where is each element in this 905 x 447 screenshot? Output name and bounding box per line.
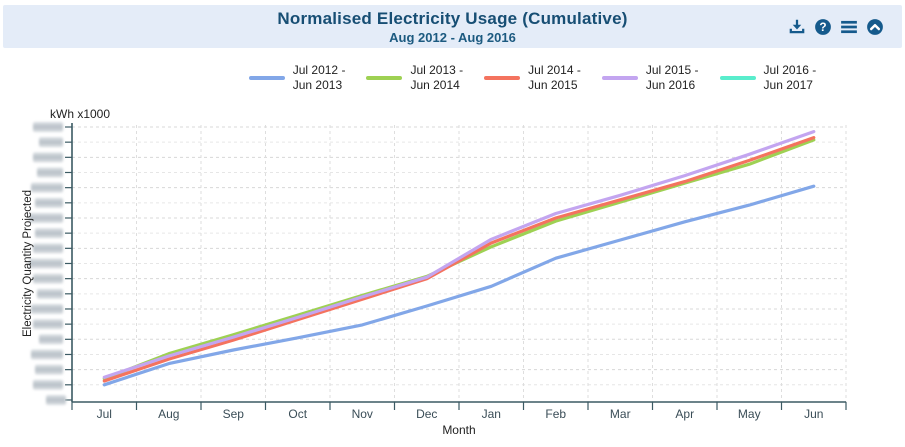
axis-text: kWh x1000 Jul Aug Sep Oct Nov Dec Jan Feb Mar Apr M… bbox=[22, 107, 823, 437]
legend-swatch bbox=[248, 76, 285, 80]
legend-swatch bbox=[366, 76, 403, 80]
chart-header: Normalised Electricity Usage (Cumulative… bbox=[3, 5, 902, 48]
data-series-lines bbox=[102, 130, 816, 387]
series-line-4 bbox=[102, 130, 816, 379]
y-axis-title: Electricity Quantity Projected bbox=[22, 190, 34, 337]
x-tick-label: Nov bbox=[352, 407, 373, 421]
menu-icon[interactable] bbox=[840, 18, 858, 36]
series-line-3 bbox=[102, 136, 816, 383]
legend-item-1[interactable]: Jul 2012 - Jun 2013 bbox=[248, 63, 346, 93]
axes bbox=[65, 123, 847, 410]
svg-text:?: ? bbox=[819, 20, 826, 34]
x-tick-label: Apr bbox=[675, 407, 694, 421]
chart-legend: Jul 2012 - Jun 2013 Jul 2013 - Jun 2014 Jul … bbox=[0, 63, 905, 93]
y-tick-labels-redacted bbox=[29, 122, 66, 405]
x-tick-label: Feb bbox=[545, 407, 566, 421]
x-tick-label: Dec bbox=[416, 407, 437, 421]
legend-label: Jul 2012 - Jun 2013 bbox=[292, 63, 346, 92]
x-tick-label: Jan bbox=[482, 407, 501, 421]
x-tick-label: May bbox=[738, 407, 761, 421]
legend-label: Jul 2014 - Jun 2015 bbox=[528, 63, 581, 92]
legend-label: Jul 2013 - Jun 2014 bbox=[410, 63, 464, 92]
legend-item-5[interactable]: Jul 2016 - Jun 2017 bbox=[719, 63, 817, 93]
legend-item-3[interactable]: Jul 2014 - Jun 2015 bbox=[484, 63, 581, 93]
x-axis-title: Month bbox=[442, 423, 475, 437]
x-tick-label: Oct bbox=[288, 407, 307, 421]
chart-header-titles: Normalised Electricity Usage (Cumulative… bbox=[3, 9, 902, 45]
legend-swatch bbox=[484, 76, 521, 80]
x-tick-label: Aug bbox=[158, 407, 179, 421]
legend-swatch bbox=[601, 76, 638, 80]
legend-item-4[interactable]: Jul 2015 - Jun 2016 bbox=[601, 63, 699, 93]
legend-label: Jul 2015 - Jun 2016 bbox=[645, 63, 699, 92]
chart-title: Normalised Electricity Usage (Cumulative… bbox=[277, 9, 628, 28]
gridlines bbox=[72, 125, 847, 402]
legend-label: Jul 2016 - Jun 2017 bbox=[763, 63, 817, 92]
legend-item-2[interactable]: Jul 2013 - Jun 2014 bbox=[366, 63, 463, 93]
download-icon[interactable] bbox=[788, 18, 806, 36]
x-tick-label: Jun bbox=[804, 407, 823, 421]
x-tick-label: Mar bbox=[610, 407, 631, 421]
x-tick-label: Sep bbox=[223, 407, 245, 421]
header-toolbar: ? bbox=[788, 5, 884, 48]
series-line-1 bbox=[102, 184, 816, 387]
x-tick-label: Jul bbox=[97, 407, 112, 421]
chart-subtitle: Aug 2012 - Aug 2016 bbox=[389, 30, 516, 45]
help-icon[interactable]: ? bbox=[814, 18, 832, 36]
y-unit-label: kWh x1000 bbox=[50, 107, 110, 121]
legend-swatch bbox=[719, 76, 756, 80]
collapse-icon[interactable] bbox=[866, 18, 884, 36]
